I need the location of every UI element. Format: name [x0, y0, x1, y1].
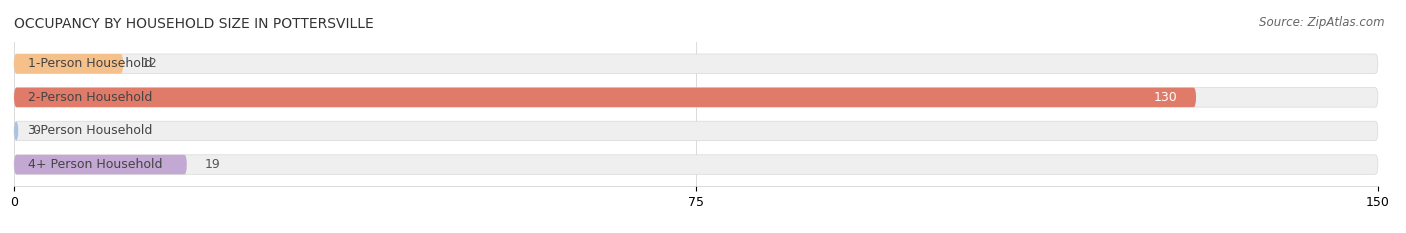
FancyBboxPatch shape [14, 155, 187, 174]
Text: 130: 130 [1154, 91, 1178, 104]
FancyBboxPatch shape [14, 121, 1378, 141]
FancyBboxPatch shape [14, 54, 1378, 74]
Text: Source: ZipAtlas.com: Source: ZipAtlas.com [1260, 16, 1385, 29]
FancyBboxPatch shape [14, 88, 1197, 107]
Text: 0: 0 [32, 124, 41, 137]
FancyBboxPatch shape [14, 54, 124, 74]
FancyBboxPatch shape [14, 88, 1378, 107]
Text: 4+ Person Household: 4+ Person Household [28, 158, 162, 171]
Text: 2-Person Household: 2-Person Household [28, 91, 152, 104]
FancyBboxPatch shape [14, 121, 18, 141]
Text: 19: 19 [205, 158, 221, 171]
FancyBboxPatch shape [14, 155, 1378, 174]
Text: 3-Person Household: 3-Person Household [28, 124, 152, 137]
Text: 1-Person Household: 1-Person Household [28, 57, 152, 70]
Text: OCCUPANCY BY HOUSEHOLD SIZE IN POTTERSVILLE: OCCUPANCY BY HOUSEHOLD SIZE IN POTTERSVI… [14, 17, 374, 31]
Text: 12: 12 [142, 57, 157, 70]
